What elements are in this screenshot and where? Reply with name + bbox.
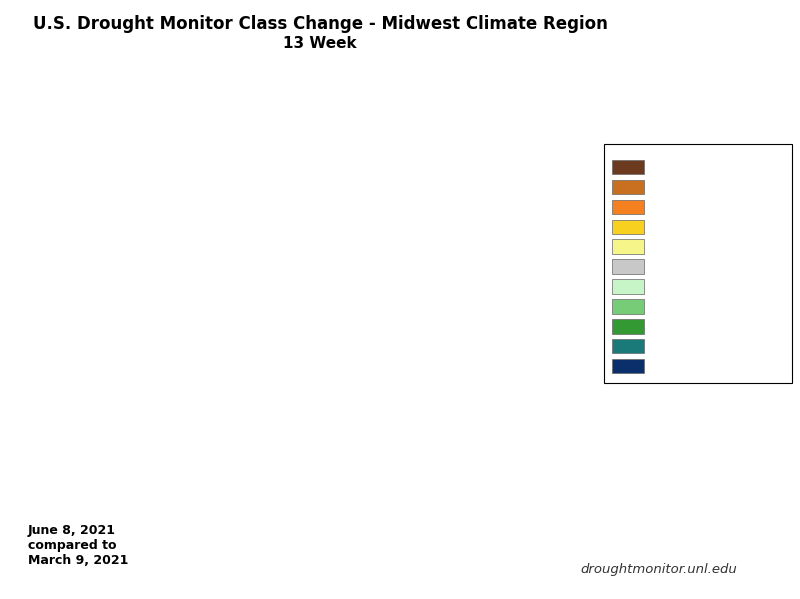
Text: No Change: No Change: [648, 262, 710, 271]
Text: June 8, 2021
compared to
March 9, 2021: June 8, 2021 compared to March 9, 2021: [28, 524, 128, 567]
Text: NATIONAL
DROUGHT
MITIGATION
CENTER: NATIONAL DROUGHT MITIGATION CENTER: [639, 191, 669, 213]
Text: 4 Class Degradation: 4 Class Degradation: [648, 182, 761, 192]
Text: I: I: [644, 230, 648, 232]
Text: 5 Class Degradation: 5 Class Degradation: [648, 162, 761, 172]
Text: NDMC: NDMC: [633, 181, 675, 194]
Text: T: T: [660, 229, 664, 233]
Text: 4 Class Improvement: 4 Class Improvement: [648, 341, 766, 351]
Text: droughtmonitor.unl.edu: droughtmonitor.unl.edu: [580, 563, 737, 576]
Text: 5 Class Improvement: 5 Class Improvement: [648, 361, 766, 371]
Polygon shape: [629, 168, 679, 219]
Text: V: V: [615, 179, 619, 183]
Text: 3 Class Degradation: 3 Class Degradation: [648, 202, 761, 212]
Text: O: O: [691, 195, 694, 199]
Text: S: S: [629, 222, 634, 227]
Text: 1 Class Degradation: 1 Class Degradation: [648, 241, 761, 252]
Polygon shape: [629, 193, 679, 219]
Text: R: R: [618, 210, 622, 215]
Text: E: E: [614, 195, 617, 199]
Text: U.S. Drought Monitor Class Change - Midwest Climate Region: U.S. Drought Monitor Class Change - Midw…: [33, 15, 607, 33]
Text: 1 Class Improvement: 1 Class Improvement: [648, 282, 766, 292]
Text: N: N: [636, 155, 641, 160]
Text: I: I: [623, 165, 627, 169]
Text: 2 Class Improvement: 2 Class Improvement: [648, 301, 766, 311]
Text: N: N: [667, 155, 672, 160]
Text: F: F: [690, 179, 693, 183]
Text: 3 Class Improvement: 3 Class Improvement: [648, 321, 766, 331]
Polygon shape: [629, 168, 679, 219]
Text: U: U: [652, 153, 656, 156]
Polygon shape: [618, 158, 690, 229]
Text: Y: Y: [674, 222, 679, 227]
Text: 13 Week: 13 Week: [283, 36, 357, 51]
Text: 2 Class Degradation: 2 Class Degradation: [648, 222, 761, 232]
